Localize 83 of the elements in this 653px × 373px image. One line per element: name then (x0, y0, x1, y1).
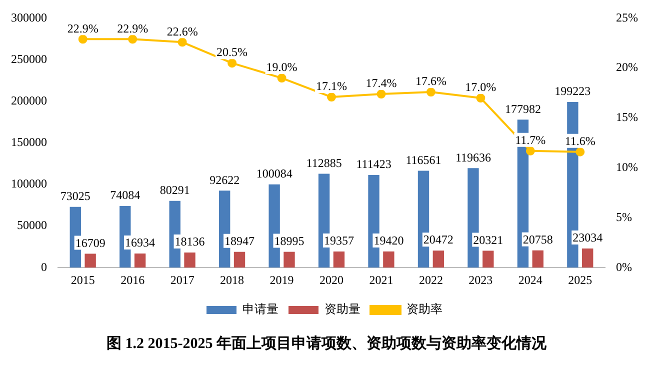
data-label: 17.1% (316, 79, 347, 94)
bar (234, 252, 246, 268)
y2-tick-label: 10% (616, 160, 638, 174)
y-tick-label: 300000 (11, 10, 47, 24)
point (327, 92, 336, 102)
bar (482, 250, 494, 268)
text: 图 1.2 2015-2025 年面上项目申请项数、资助项数与资助率变化情况 (106, 334, 548, 353)
data-label: 11.7% (515, 133, 546, 148)
legend-label: 资助率 (406, 302, 442, 316)
data-label: 16709 (75, 236, 106, 250)
data-label: 80291 (160, 183, 190, 198)
data-label: 177982 (504, 102, 541, 116)
data-label: 19357 (324, 234, 354, 248)
data-label: 199223 (554, 84, 591, 98)
data-label: 119636 (455, 150, 492, 164)
data-label: 23034 (572, 230, 603, 245)
data-label: 16934 (125, 236, 156, 250)
bar (184, 252, 196, 268)
data-label: 17.6% (415, 74, 446, 88)
point (526, 146, 535, 156)
data-label: 20.5% (216, 45, 248, 60)
x-tick-label: 2021 (369, 272, 394, 287)
bar (333, 252, 345, 268)
data-label: 18947 (224, 234, 255, 248)
x-tick-label: 2016 (120, 272, 145, 287)
y-tick-label: 0 (41, 260, 47, 274)
bar (582, 248, 594, 268)
data-label: 92622 (210, 172, 240, 187)
y-tick-label: 250000 (11, 52, 47, 66)
data-label: 112885 (306, 156, 342, 170)
x-tick-label: 2023 (468, 272, 493, 287)
x-tick-label: 2018 (220, 272, 244, 287)
bar (84, 254, 96, 268)
legend-label: 资助量 (324, 302, 360, 316)
x-tick-label: 2015 (70, 272, 95, 287)
x-tick-label: 2019 (270, 272, 294, 287)
y2-tick-label: 0% (616, 260, 632, 274)
y2-tick-label: 20% (616, 60, 638, 74)
point (576, 147, 585, 156)
point (277, 74, 286, 83)
data-label: 116561 (406, 152, 442, 167)
point (78, 34, 88, 44)
x-tick-label: 2020 (320, 272, 344, 287)
data-label: 20758 (522, 232, 553, 246)
y-tick-label: 100000 (11, 176, 47, 191)
x-tick-label: 2025 (568, 272, 592, 287)
data-label: 17.4% (366, 76, 397, 90)
point (376, 90, 386, 99)
x-tick-label: 2024 (518, 272, 542, 287)
data-label: 111423 (356, 157, 392, 172)
point (228, 58, 237, 68)
data-label: 17.0% (465, 80, 496, 94)
point (128, 34, 138, 44)
data-label: 74084 (110, 188, 140, 202)
bar (383, 251, 394, 268)
data-label: 18995 (274, 234, 304, 248)
data-label: 73025 (60, 189, 90, 204)
y-tick-label: 50000 (17, 218, 47, 232)
bar (532, 250, 544, 268)
data-label: 100084 (256, 166, 292, 181)
x-tick-label: 2017 (170, 272, 194, 287)
point (178, 38, 187, 47)
x-tick-label: 2022 (418, 272, 443, 287)
bar (432, 250, 444, 268)
y2-tick-label: 25% (616, 10, 638, 24)
point (476, 94, 486, 103)
legend-label: 申请量 (242, 302, 278, 316)
data-label: 19420 (374, 234, 404, 248)
bar (134, 254, 146, 268)
data-label: 22.9% (117, 21, 148, 36)
y2-tick-label: 5% (616, 210, 632, 224)
y2-tick-label: 15% (616, 110, 638, 124)
data-label: 11.6% (564, 134, 596, 148)
y-tick-label: 200000 (11, 93, 47, 108)
data-label: 22.6% (166, 24, 198, 38)
bar (284, 252, 295, 268)
y-tick-label: 150000 (11, 135, 47, 150)
data-label: 20472 (423, 232, 454, 247)
data-label: 19.0% (266, 60, 298, 74)
data-label: 20321 (473, 232, 504, 247)
data-label: 18136 (174, 234, 205, 249)
data-label: 22.9% (67, 21, 98, 36)
point (426, 88, 436, 97)
